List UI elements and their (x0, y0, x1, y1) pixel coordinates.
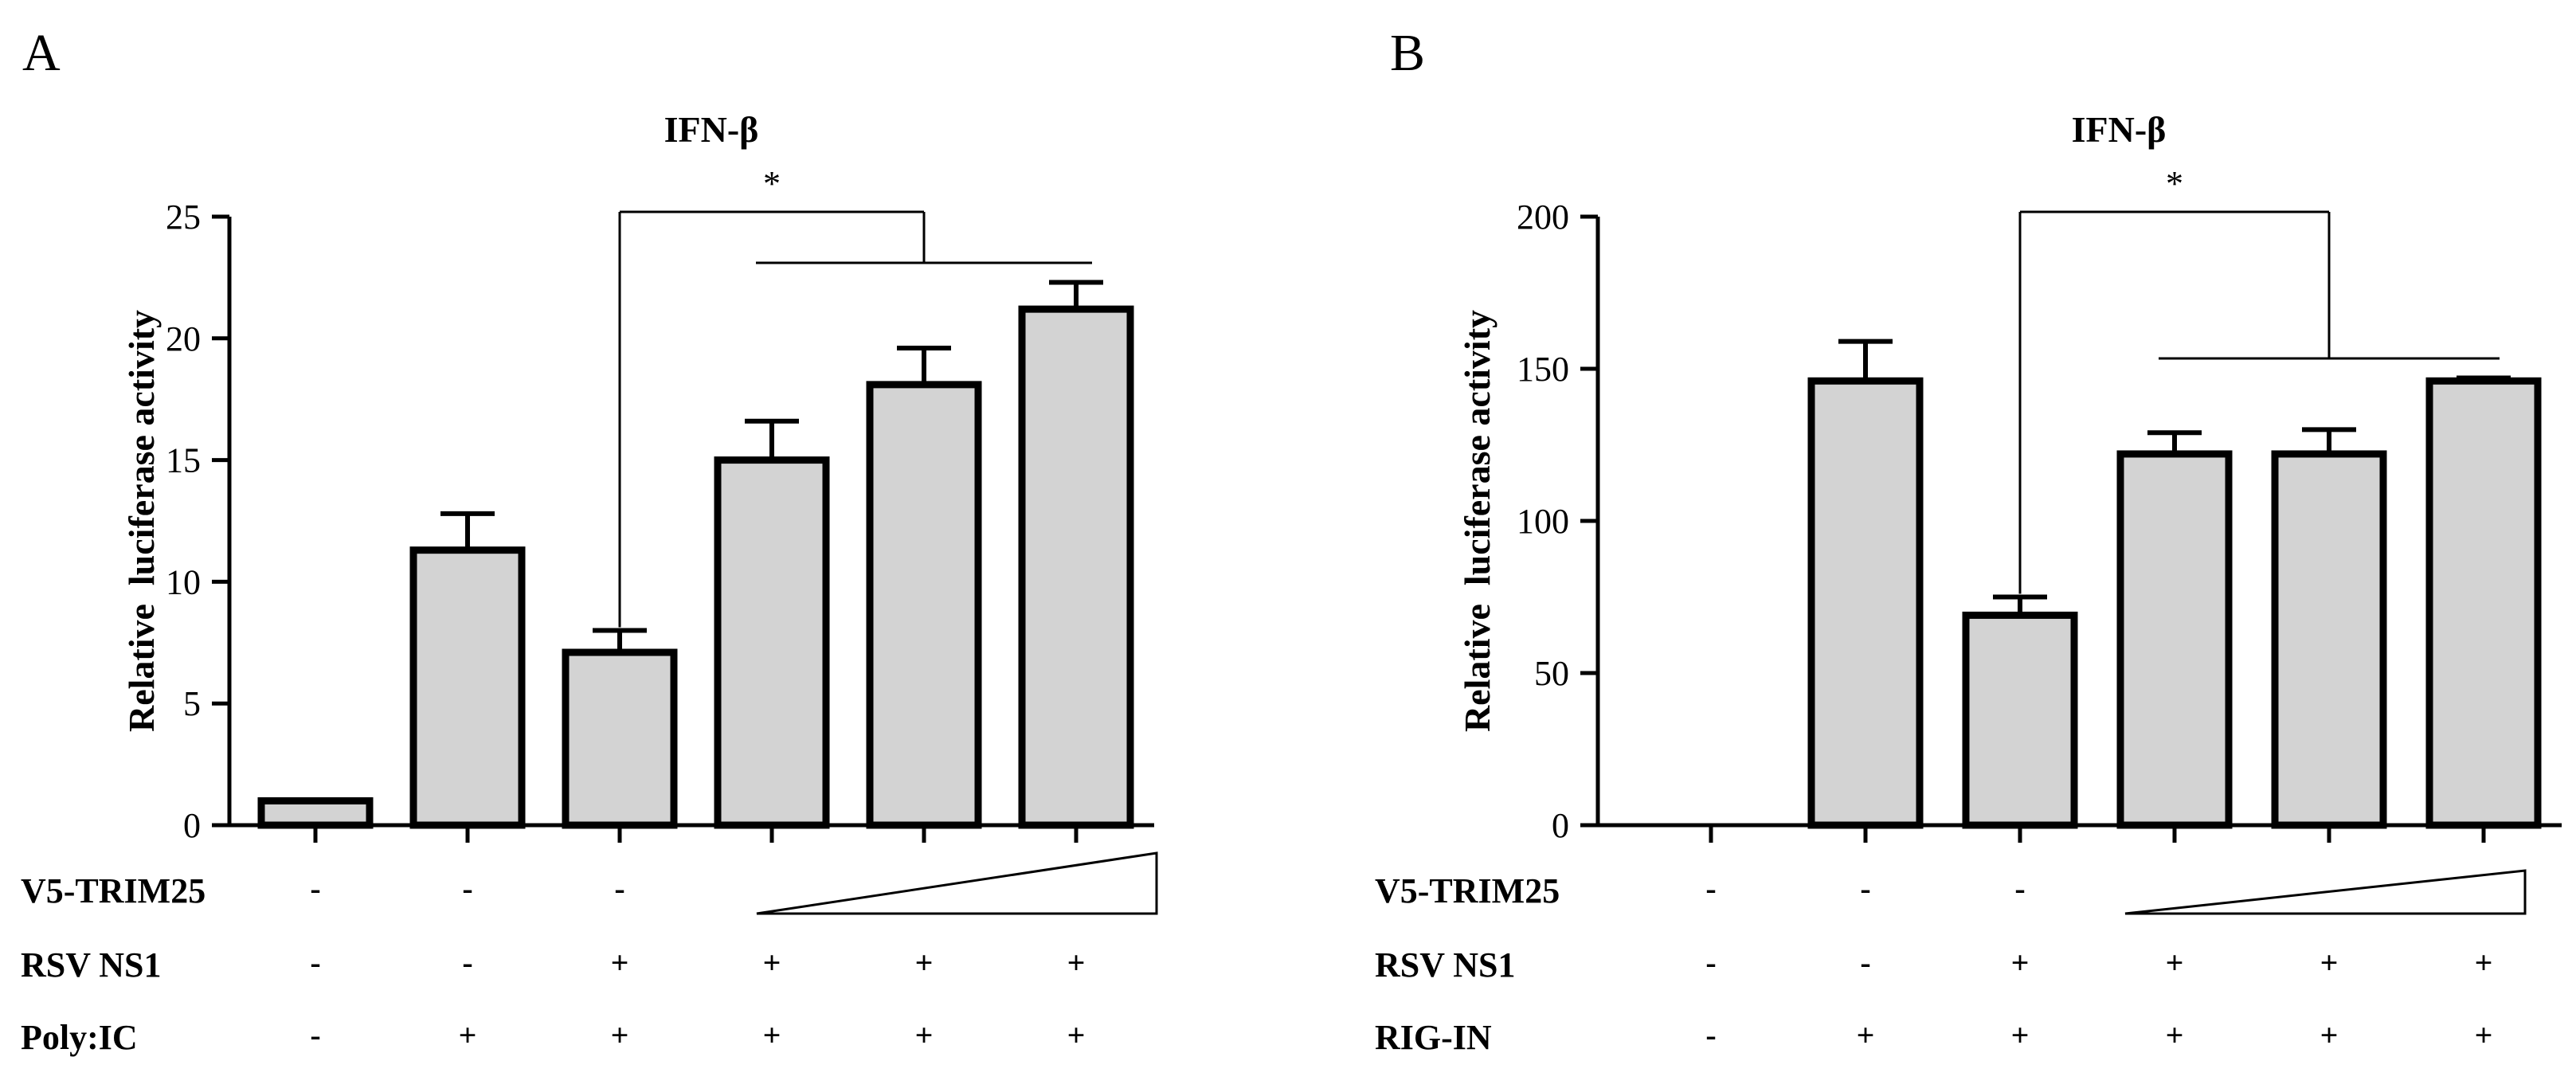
panel-a-bar (562, 648, 678, 829)
panel-b-y-tick-label: 0 (1552, 806, 1569, 845)
panel-a-condition-sign: + (915, 1017, 934, 1053)
panel-b-condition-sign: - (1705, 945, 1716, 980)
panel-a-y-tick-label: 0 (183, 806, 201, 845)
panel-b-significance-label: * (2166, 164, 2183, 203)
panel-a-condition-label: Poly:IC (21, 1018, 138, 1057)
panel-b-condition-sign: + (2475, 945, 2493, 980)
panel-a-condition-sign: + (763, 945, 781, 980)
panel-b-bar (2116, 450, 2233, 829)
panel-a-y-tick-label: 25 (166, 198, 201, 237)
panel-b-condition-sign: - (1705, 871, 1716, 906)
panel-a-condition-sign: + (459, 1017, 477, 1053)
panel-b-bar (2425, 377, 2542, 829)
panel-a-bar (257, 796, 374, 829)
panel-a-condition-sign: + (1067, 945, 1086, 980)
panel-a-dose-gradient-triangle (756, 851, 1158, 915)
panel-b-y-tick-label: 100 (1517, 502, 1569, 541)
panel-b-bar (2271, 450, 2387, 829)
panel-b-bar (1807, 377, 1924, 829)
panel-a-condition-sign: - (310, 871, 320, 906)
panel-a-condition-sign: - (310, 945, 320, 980)
panel-a-y-tick-label: 5 (183, 684, 201, 723)
panel-b-letter: B (1390, 24, 1425, 82)
panel-b-title: IFN-β (2072, 109, 2167, 150)
panel-b-condition-sign: - (2014, 871, 2025, 906)
panel-a-condition-sign: + (915, 945, 934, 980)
panel-a-bar (714, 456, 830, 829)
panel-a-condition-sign: + (611, 945, 629, 980)
panel-b-condition-sign: + (2320, 1017, 2339, 1053)
panel-a-letter: A (22, 24, 61, 82)
panel-a-condition-sign: + (611, 1017, 629, 1053)
panel-b-condition-sign: + (2166, 945, 2184, 980)
panel-a-y-tick-label: 20 (166, 319, 201, 358)
panel-b-condition-label: RSV NS1 (1375, 945, 1515, 984)
panel-a-condition-sign: - (462, 945, 472, 980)
panel-b-condition-sign: - (1860, 871, 1870, 906)
panel-b-bar (1962, 611, 2078, 829)
panel-b-condition-sign: - (1705, 1017, 1716, 1053)
panel-a-condition-sign: - (310, 1017, 320, 1053)
panel-b-condition-sign: + (2166, 1017, 2184, 1053)
panel-a-significance-label: * (763, 164, 781, 203)
panel-b-condition-sign: + (1857, 1017, 1875, 1053)
panel-a-condition-sign: - (614, 871, 624, 906)
panel-a-y-axis-label: Relative luciferase activity (121, 310, 162, 732)
panel-b-condition-sign: + (2011, 945, 2030, 980)
panel-a-bar (1018, 305, 1134, 829)
panel-b-dose-gradient-triangle (2124, 869, 2527, 915)
panel-b-condition-label: V5-TRIM25 (1375, 871, 1560, 910)
panel-a-bar (866, 381, 982, 829)
panel-b-condition-sign: + (2011, 1017, 2030, 1053)
panel-a-condition-sign: + (763, 1017, 781, 1053)
panel-a-condition-label: V5-TRIM25 (21, 871, 206, 910)
panel-b-y-axis-label: Relative luciferase activity (1457, 310, 1497, 732)
panel-b-condition-label: RIG-IN (1375, 1018, 1492, 1057)
panel-b-y-tick-label: 50 (1534, 654, 1569, 693)
panel-b-condition-sign: + (2475, 1017, 2493, 1053)
panel-a-bar (409, 546, 526, 829)
panel-a-condition-sign: + (1067, 1017, 1086, 1053)
panel-a-title: IFN-β (664, 109, 759, 150)
panel-b-y-tick-label: 200 (1517, 198, 1569, 237)
panel-a-condition-label: RSV NS1 (21, 945, 161, 984)
panel-a-condition-sign: - (462, 871, 472, 906)
panel-a-y-tick-label: 10 (166, 562, 201, 601)
panel-b-condition-sign: + (2320, 945, 2339, 980)
panel-b-condition-sign: - (1860, 945, 1870, 980)
panel-a-y-tick-label: 15 (166, 441, 201, 480)
panel-b-y-tick-label: 150 (1517, 350, 1569, 389)
